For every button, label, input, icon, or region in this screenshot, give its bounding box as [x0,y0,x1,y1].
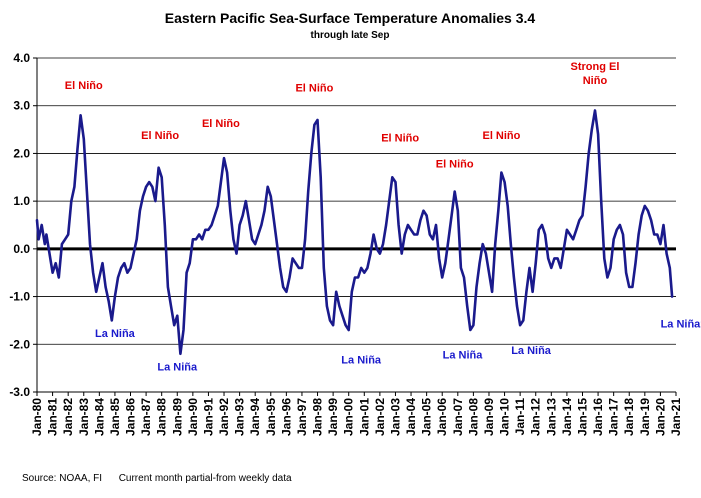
x-tick-label: Jan-95 [264,398,278,436]
x-tick-label: Jan-81 [46,398,60,436]
y-tick-label: 3.0 [13,99,30,113]
chart-subtitle: through late Sep [311,30,390,41]
x-tick-label: Jan-93 [233,398,247,436]
annotation-label: Niño [583,75,608,87]
x-tick-label: Jan-94 [248,398,262,436]
x-tick-label: Jan-00 [342,398,356,436]
y-tick-label: 0.0 [13,242,30,256]
annotation-label: El Niño [436,159,474,171]
x-tick-label: Jan-98 [311,398,325,436]
y-axis-ticks: 4.0 3.0 2.0 1.0 0.0 -1.0 -2.0 -3.0 [9,51,37,399]
annotation-label: El Niño [141,130,179,142]
x-tick-label: Jan-10 [498,398,512,436]
series-line [35,109,674,356]
x-tick-label: Jan-07 [451,398,465,436]
annotation-label: El Niño [65,80,103,92]
x-tick-label: Jan-04 [404,398,418,436]
annotation-label: Strong El [571,61,620,73]
x-tick-label: Jan-15 [575,398,589,436]
x-tick-label: Jan-87 [139,398,153,436]
annotation-label: La Niña? [661,319,701,331]
x-tick-label: Jan-08 [466,398,480,436]
x-tick-label: Jan-11 [513,398,527,436]
axes [36,58,676,393]
x-tick-label: Jan-01 [357,398,371,436]
x-tick-label: Jan-19 [638,398,652,436]
x-tick-label: Jan-85 [108,398,122,436]
y-tick-label: 2.0 [13,146,30,160]
source-footnote: Source: NOAA, FI Current month partial-f… [22,473,292,484]
x-tick-label: Jan-21 [669,398,683,436]
x-tick-label: Jan-09 [482,398,496,436]
annotation-label: La Niña [157,362,198,374]
x-tick-label: Jan-18 [622,398,636,436]
x-tick-label: Jan-89 [170,398,184,436]
annotation-label: La Niña [443,350,484,362]
annotation-label: El Niño [202,118,240,130]
y-tick-label: 4.0 [13,51,30,65]
x-tick-label: Jan-06 [435,398,449,436]
y-tick-label: -2.0 [9,337,30,351]
x-tick-label: Jan-13 [544,398,558,436]
x-tick-label: Jan-80 [30,398,44,436]
y-tick-label: -1.0 [9,290,30,304]
x-tick-label: Jan-90 [186,398,200,436]
x-tick-label: Jan-99 [326,398,340,436]
x-tick-label: Jan-92 [217,398,231,436]
x-tick-label: Jan-88 [155,398,169,436]
x-axis-ticks: Jan-80 Jan-81 Jan-82 Jan-83 Jan-84 Jan-85 Jan-… [30,392,683,436]
annotation-label: La Niña [341,354,382,366]
x-tick-label: Jan-86 [124,398,138,436]
x-tick-label: Jan-05 [420,398,434,436]
x-tick-label: Jan-12 [529,398,543,436]
annotations: El Niño El Niño El Niño El Niño El Niño El Ni… [65,61,701,374]
x-tick-label: Jan-16 [591,398,605,436]
x-tick-label: Jan-82 [61,398,75,436]
y-tick-label: -3.0 [9,385,30,399]
series-layer [35,109,674,356]
gridlines [37,57,676,393]
chart-title: Eastern Pacific Sea-Surface Temperature … [165,10,536,26]
x-tick-label: Jan-84 [92,398,106,436]
annotation-label: El Niño [482,130,520,142]
x-tick-label: Jan-20 [653,398,667,436]
x-tick-label: Jan-03 [388,398,402,436]
annotation-label: La Niña [95,328,136,340]
annotation-label: El Niño [295,82,333,94]
y-tick-label: 1.0 [13,194,30,208]
annotation-label: El Niño [381,133,419,145]
x-tick-label: Jan-97 [295,398,309,436]
x-tick-label: Jan-02 [373,398,387,436]
annotation-label: La Niña [511,345,552,357]
x-tick-label: Jan-83 [77,398,91,436]
x-tick-label: Jan-14 [560,398,574,436]
x-tick-label: Jan-91 [201,398,215,436]
x-tick-label: Jan-96 [279,398,293,436]
x-tick-label: Jan-17 [607,398,621,436]
